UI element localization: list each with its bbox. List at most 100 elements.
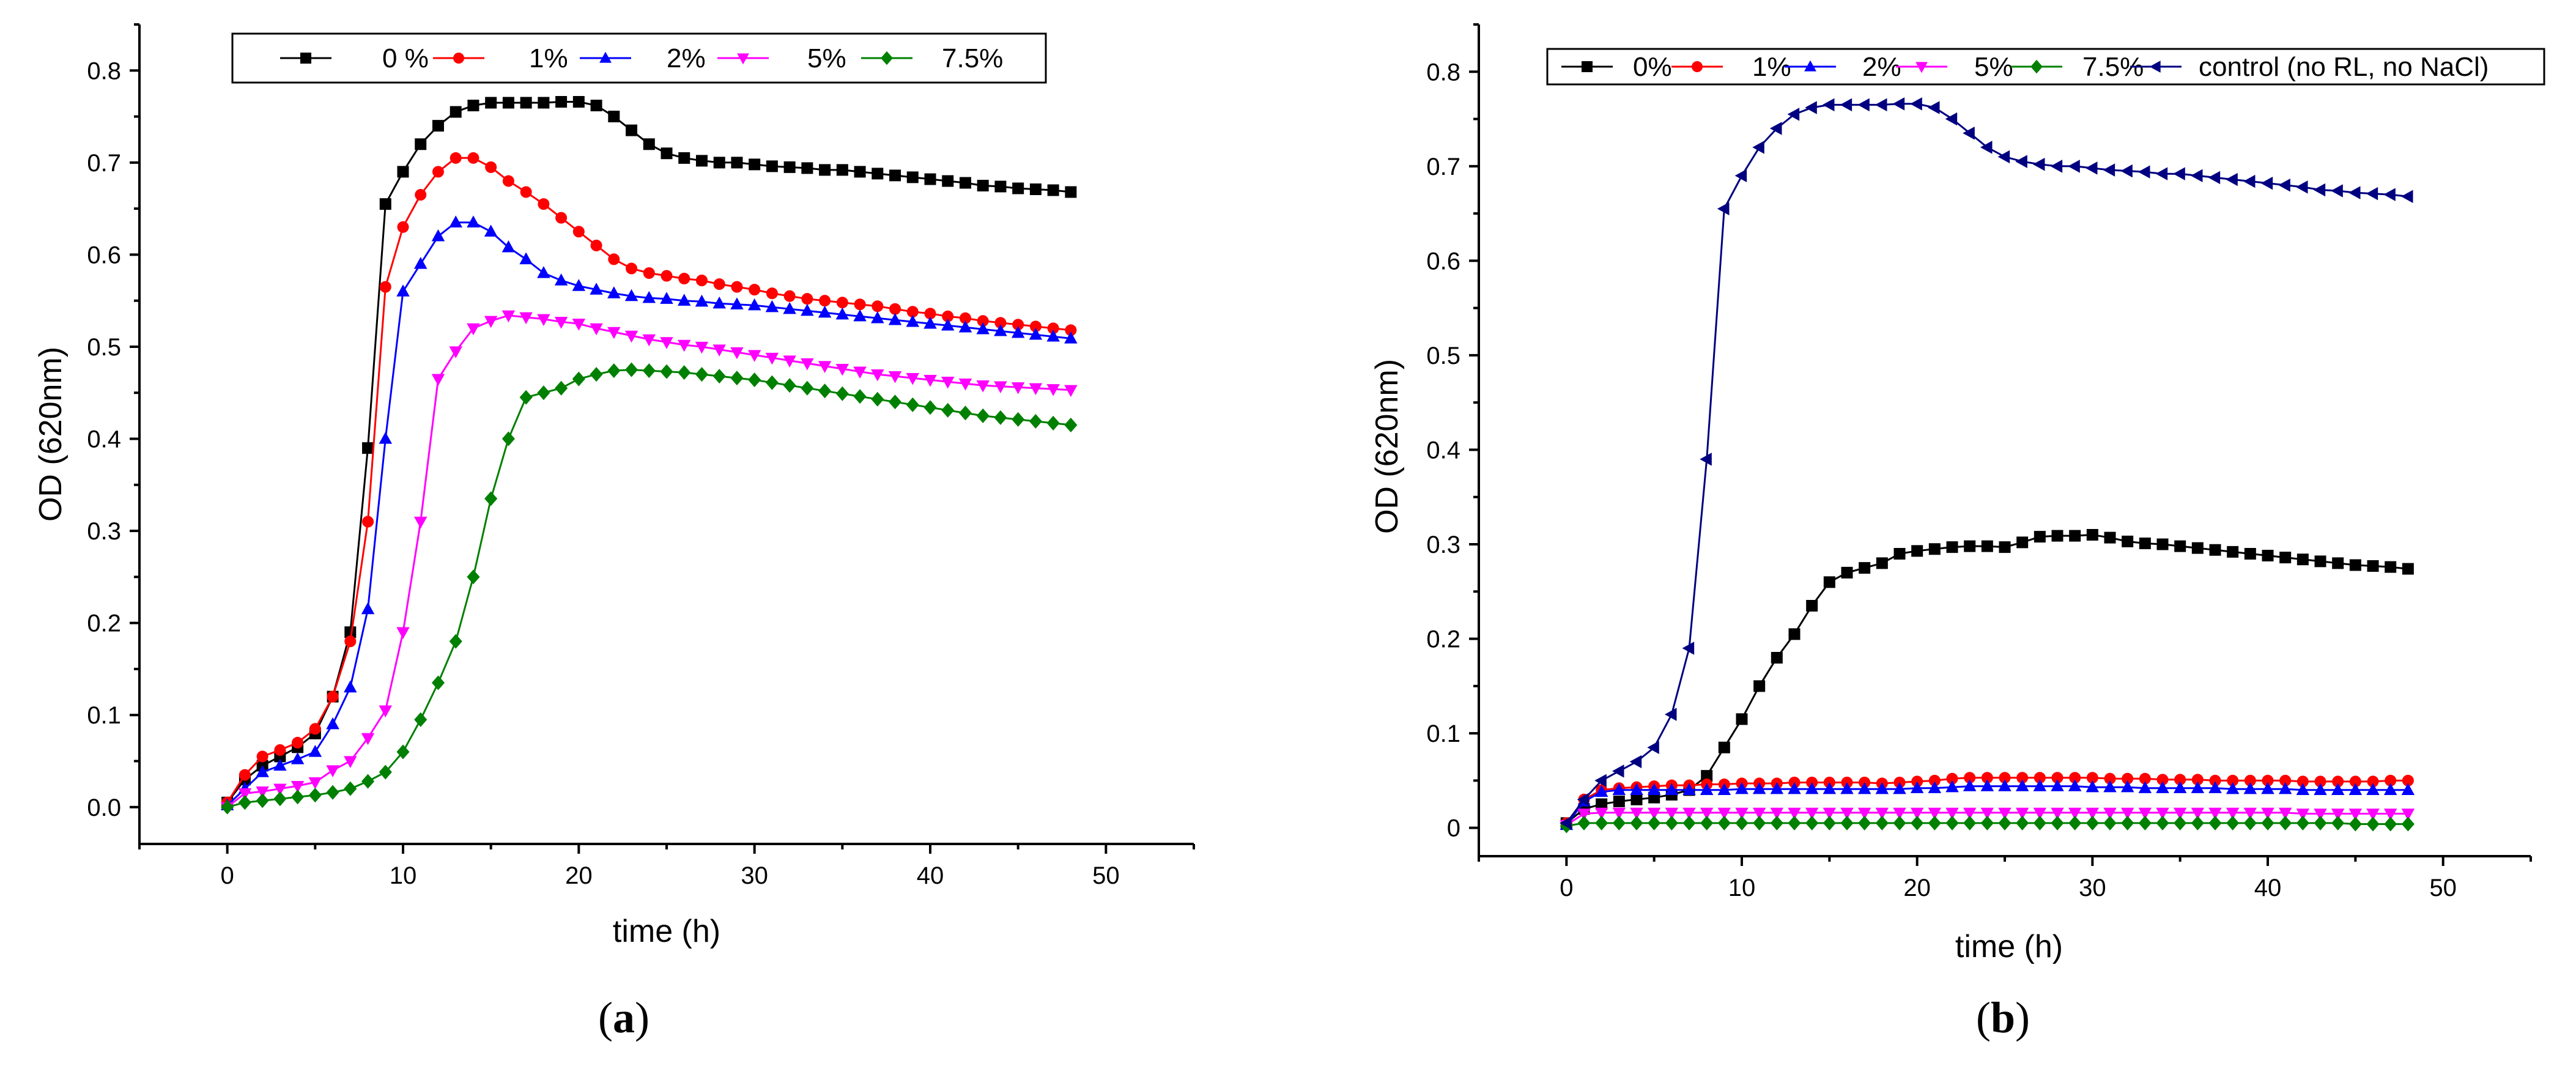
- panel-b-data-point: [1771, 651, 1783, 664]
- panel-a-x-tick-label: 20: [565, 862, 593, 889]
- panel-b-x-tick-label: 10: [1728, 875, 1756, 901]
- panel-a-data-point: [538, 198, 550, 210]
- panel-b-data-point: [2173, 807, 2187, 820]
- panel-b-x-tick-label: 0: [1560, 875, 1573, 901]
- panel-a-data-point: [695, 367, 709, 382]
- panel-a-data-point: [502, 310, 516, 323]
- panel-b-data-point: [2156, 774, 2169, 786]
- panel-a-data-point: [1029, 183, 1042, 196]
- panel-a-data-point: [326, 785, 339, 800]
- panel-a-data-point: [976, 408, 990, 423]
- panel-b-data-point: [1928, 815, 1941, 830]
- panel-b-data-point: [1682, 642, 1695, 655]
- panel-b-data-point: [1577, 808, 1591, 821]
- panel-a-data-point: [854, 166, 866, 178]
- panel-a-x-tick-label: 10: [390, 862, 417, 889]
- panel-b-data-point: [1805, 815, 1819, 830]
- panel-b-data-point: [2068, 815, 2082, 830]
- panel-a-data-point: [396, 284, 410, 297]
- panel-a-data-point: [994, 180, 1007, 193]
- panel-b-data-point: [1963, 807, 1977, 820]
- panel-b-data-point: [1770, 807, 1784, 820]
- panel-b-data-point: [1753, 680, 1766, 692]
- panel-b-series-4: [1560, 815, 2415, 834]
- panel-a-data-point: [484, 224, 498, 237]
- panel-a-data-point: [344, 680, 357, 693]
- panel-b-data-point: [2034, 531, 2046, 543]
- panel-b-data-point: [2208, 171, 2221, 185]
- panel-a-data-point: [467, 323, 480, 336]
- panel-a-data-point: [1029, 328, 1043, 340]
- panel-a-data-point: [747, 298, 761, 311]
- panel-b-data-point: [2015, 807, 2029, 820]
- panel-b-data-point: [1823, 807, 1837, 820]
- panel-b-data-point: [1577, 793, 1590, 807]
- panel-a-data-point: [361, 733, 375, 745]
- panel-b-data-point: [2279, 552, 2292, 564]
- panel-b-data-point: [2068, 779, 2082, 791]
- panel-b-data-point: [1805, 101, 1817, 114]
- panel-b-data-point: [1647, 783, 1661, 795]
- panel-b-data-point: [1876, 557, 1888, 569]
- panel-b-data-point: [2033, 779, 2047, 791]
- panel-a-data-point: [642, 290, 656, 303]
- panel-b-data-point: [2243, 174, 2256, 188]
- panel-a-x-tick-label: 30: [741, 862, 768, 889]
- panel-b-data-point: [1682, 783, 1696, 795]
- panel-a-data-point: [872, 168, 884, 180]
- panel-a-data-point: [906, 306, 919, 318]
- panel-b-data-point: [1875, 815, 1889, 830]
- panel-b-data-point: [2174, 540, 2186, 552]
- panel-b-data-point: [1857, 98, 1870, 112]
- panel-b-data-point: [2332, 775, 2344, 788]
- panel-a-data-point: [396, 744, 410, 760]
- panel-a-y-tick-label: 0.1: [87, 702, 121, 729]
- panel-b-data-point: [1700, 807, 1714, 820]
- panel-b-data-point: [2262, 550, 2274, 562]
- panel-b-data-point: [2033, 807, 2047, 820]
- panel-b-data-point: [2261, 782, 2274, 794]
- panel-a-data-point: [414, 712, 427, 727]
- panel-a-data-point: [871, 311, 884, 324]
- panel-b-data-point: [1964, 540, 1976, 552]
- panel-b-data-point: [2366, 816, 2380, 832]
- panel-b-data-point: [2262, 774, 2274, 786]
- panel-b-data-point: [2383, 783, 2397, 795]
- panel-b-data-point: [1787, 108, 1800, 121]
- panel-a-legend-marker: [737, 53, 749, 65]
- panel-b-data-point: [2068, 160, 2080, 173]
- panel-a-data-point: [362, 442, 374, 454]
- panel-b-data-point: [1963, 779, 1977, 791]
- panel-b-data-point: [1910, 781, 1924, 793]
- panel-b-data-point: [1893, 547, 1906, 560]
- panel-a-data-point: [484, 491, 498, 506]
- panel-a-data-point: [924, 173, 936, 185]
- panel-b-data-point: [1612, 807, 1626, 820]
- panel-b-data-point: [1892, 97, 1905, 111]
- panel-a-data-point: [572, 226, 585, 238]
- panel-a-data-point: [783, 378, 796, 393]
- panel-b-data-point: [2226, 815, 2240, 830]
- panel-a-data-point: [327, 690, 339, 703]
- panel-a-data-point: [396, 627, 410, 640]
- panel-b-data-point: [2208, 807, 2222, 820]
- panel-a-legend-marker: [599, 51, 612, 63]
- panel-b-data-point: [2191, 807, 2205, 820]
- panel-a-data-point: [626, 124, 638, 136]
- panel-a-data-point: [362, 516, 374, 528]
- panel-b-data-point: [1928, 807, 1942, 820]
- panel-a-data-point: [695, 155, 708, 167]
- panel-a-data-point: [238, 788, 252, 801]
- panel-b-legend-label: 2%: [1862, 52, 1901, 82]
- panel-b-data-point: [1946, 772, 1958, 785]
- panel-a-data-point: [590, 283, 603, 295]
- panel-b-data-point: [2086, 815, 2099, 830]
- panel-a-y-tick-label: 0.8: [87, 57, 121, 84]
- panel-a-data-point: [238, 795, 251, 810]
- panel-b-data-point: [2366, 808, 2380, 821]
- panel-a-data-point: [958, 405, 972, 421]
- panel-a-data-point: [642, 363, 656, 379]
- panel-a-data-point: [661, 147, 673, 160]
- panel-b-data-point: [2278, 782, 2292, 794]
- panel-b-data-point: [2384, 816, 2397, 832]
